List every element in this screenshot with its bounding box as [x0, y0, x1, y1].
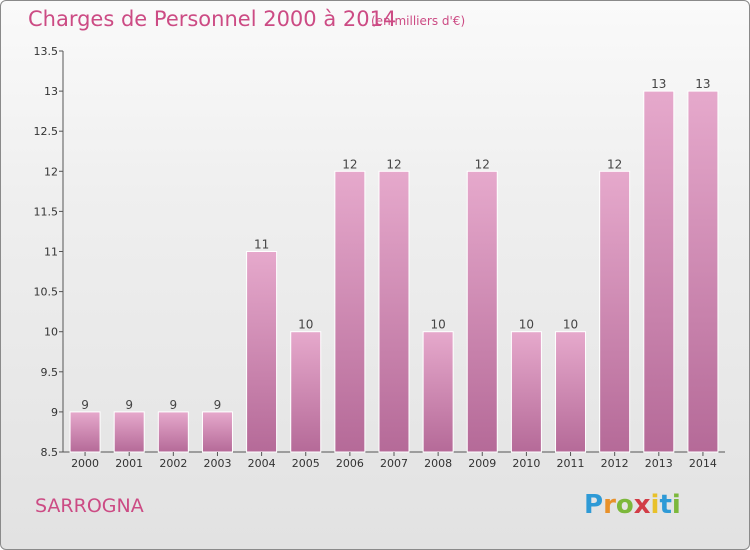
data-label: 12: [342, 157, 357, 171]
data-label: 10: [519, 318, 534, 332]
bar: [113, 411, 145, 453]
data-label: 12: [386, 157, 401, 171]
x-tick-label: 2010: [512, 457, 540, 470]
commune-name: SARROGNA: [35, 495, 144, 517]
data-label: 10: [563, 318, 578, 332]
y-tick-label: 8.5: [41, 446, 59, 459]
y-tick-label: 10.5: [34, 286, 59, 299]
bar: [466, 170, 498, 453]
x-tick-label: 2011: [557, 457, 585, 470]
data-label: 10: [298, 318, 313, 332]
bar: [69, 411, 101, 453]
chart-title: Charges de Personnel 2000 à 2014: [28, 7, 397, 31]
data-label: 9: [214, 398, 222, 412]
data-label: 10: [430, 318, 445, 332]
y-tick-label: 13.5: [34, 45, 59, 58]
x-tick-label: 2012: [601, 457, 629, 470]
bar: [290, 331, 322, 453]
x-tick-label: 2006: [336, 457, 364, 470]
x-tick-label: 2009: [468, 457, 496, 470]
y-tick-label: 13: [44, 85, 58, 98]
chart-unit: (en milliers d'€): [371, 14, 466, 28]
bar: [246, 251, 278, 453]
logo-letter: x: [633, 490, 651, 520]
logo-letter: o: [615, 490, 634, 520]
x-tick-label: 2013: [645, 457, 673, 470]
logo-letter: i: [650, 490, 660, 520]
y-tick-label: 9.5: [41, 366, 59, 379]
y-tick-label: 11: [44, 246, 58, 259]
bar: [378, 170, 410, 453]
bar: [687, 90, 719, 453]
x-tick-label: 2014: [689, 457, 717, 470]
logo-letter: t: [659, 490, 672, 520]
bar: [555, 331, 587, 453]
x-tick-label: 2003: [203, 457, 231, 470]
logo-letter: P: [584, 490, 604, 520]
data-label: 11: [254, 238, 269, 252]
y-tick-label: 9: [51, 406, 58, 419]
data-label: 12: [475, 157, 490, 171]
data-label: 9: [81, 398, 89, 412]
data-label: 13: [651, 77, 666, 91]
x-tick-label: 2001: [115, 457, 143, 470]
bar: [334, 170, 366, 453]
bar: [157, 411, 189, 453]
bar: [201, 411, 233, 453]
y-tick-label: 11.5: [34, 205, 59, 218]
x-tick-label: 2000: [71, 457, 99, 470]
y-tick-label: 12.5: [34, 125, 59, 138]
logo-letter: r: [603, 490, 616, 520]
y-tick-label: 10: [44, 326, 58, 339]
x-tick-label: 2008: [424, 457, 452, 470]
bar: [643, 90, 675, 453]
x-tick-label: 2005: [292, 457, 320, 470]
data-label: 12: [607, 157, 622, 171]
data-label: 9: [170, 398, 178, 412]
bar: [510, 331, 542, 453]
logo-letter: i: [671, 490, 681, 520]
x-tick-label: 2002: [159, 457, 187, 470]
bar: [422, 331, 454, 453]
y-tick-label: 12: [44, 165, 58, 178]
data-label: 9: [125, 398, 133, 412]
proxiti-logo: Proxiti: [584, 490, 681, 520]
data-label: 13: [695, 77, 710, 91]
x-tick-label: 2004: [248, 457, 276, 470]
bar: [599, 170, 631, 453]
x-tick-label: 2007: [380, 457, 408, 470]
